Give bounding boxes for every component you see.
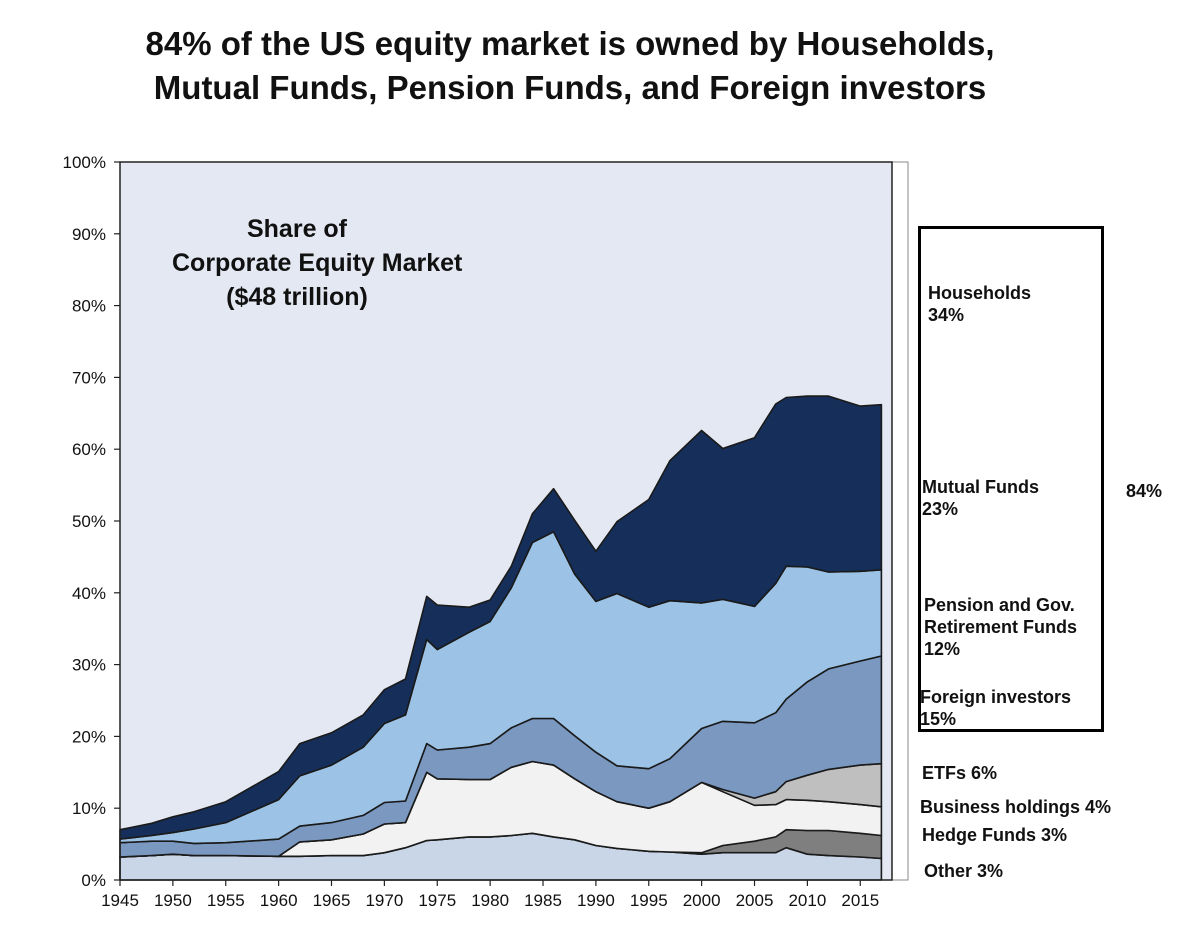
label-etfs: ETFs 6% bbox=[922, 763, 998, 783]
y-tick-label: 40% bbox=[72, 584, 106, 603]
y-tick-label: 70% bbox=[72, 368, 106, 387]
area-series-7 bbox=[119, 395, 883, 840]
label-mutual-funds-name: Mutual Funds bbox=[922, 477, 1039, 497]
y-tick-label: 50% bbox=[72, 512, 106, 531]
y-tick-label: 30% bbox=[72, 656, 106, 675]
label-group-total: 84% bbox=[1126, 481, 1163, 501]
chart-title-line-2: Mutual Funds, Pension Funds, and Foreign… bbox=[153, 69, 987, 106]
x-tick-label: 2010 bbox=[788, 891, 826, 910]
label-households-name: Households bbox=[928, 283, 1032, 303]
label-foreign-name: Foreign investors bbox=[920, 687, 1072, 707]
x-tick-label: 1965 bbox=[313, 891, 351, 910]
top-four-owners-box bbox=[918, 226, 1104, 732]
label-pension-name-1: Pension and Gov. bbox=[924, 595, 1075, 615]
label-mutual-funds: Mutual Funds 23% bbox=[922, 476, 1039, 520]
label-other: Other 3% bbox=[924, 861, 1004, 881]
y-tick-label: 60% bbox=[72, 440, 106, 459]
x-tick-label: 1945 bbox=[101, 891, 139, 910]
annotation-line-2: Corporate Equity Market bbox=[172, 249, 463, 277]
label-households: Households 34% bbox=[928, 282, 1031, 326]
x-tick-label: 1975 bbox=[418, 891, 456, 910]
x-tick-label: 1990 bbox=[577, 891, 615, 910]
y-tick-label: 0% bbox=[81, 871, 106, 890]
label-households-pct: 34% bbox=[928, 305, 965, 325]
label-foreign-pct: 15% bbox=[920, 709, 957, 729]
annotation-line-3: ($48 trillion) bbox=[226, 283, 368, 311]
label-pension-name-2: Retirement Funds bbox=[924, 617, 1078, 637]
x-tick-label: 1970 bbox=[365, 891, 403, 910]
x-tick-label: 2000 bbox=[683, 891, 721, 910]
label-pension-funds: Pension and Gov. Retirement Funds 12% bbox=[924, 594, 1077, 660]
chart-annotation: Share of Corporate Equity Market ($48 tr… bbox=[172, 212, 463, 314]
y-tick-label: 20% bbox=[72, 727, 106, 746]
right-gutter bbox=[891, 161, 909, 881]
x-tick-label: 1995 bbox=[630, 891, 668, 910]
x-tick-label: 1980 bbox=[471, 891, 509, 910]
label-business-holdings: Business holdings 4% bbox=[920, 797, 1112, 817]
annotation-line-1: Share of bbox=[246, 215, 348, 243]
x-tick-label: 1985 bbox=[524, 891, 562, 910]
y-tick-label: 90% bbox=[72, 225, 106, 244]
x-tick-label: 2005 bbox=[736, 891, 774, 910]
label-pension-pct: 12% bbox=[924, 639, 961, 659]
y-tick-label: 80% bbox=[72, 297, 106, 316]
x-tick-label: 2015 bbox=[841, 891, 879, 910]
x-tick-label: 1950 bbox=[154, 891, 192, 910]
x-tick-label: 1955 bbox=[207, 891, 245, 910]
chart-title: 84% of the US equity market is owned by … bbox=[0, 22, 1140, 110]
label-mutual-funds-pct: 23% bbox=[922, 499, 959, 519]
chart-title-line-1: 84% of the US equity market is owned by … bbox=[145, 25, 995, 62]
y-tick-label: 10% bbox=[72, 799, 106, 818]
x-tick-label: 1960 bbox=[260, 891, 298, 910]
label-hedge-funds: Hedge Funds 3% bbox=[922, 825, 1068, 845]
label-foreign-investors: Foreign investors 15% bbox=[920, 686, 1071, 730]
y-tick-label: 100% bbox=[63, 153, 106, 172]
